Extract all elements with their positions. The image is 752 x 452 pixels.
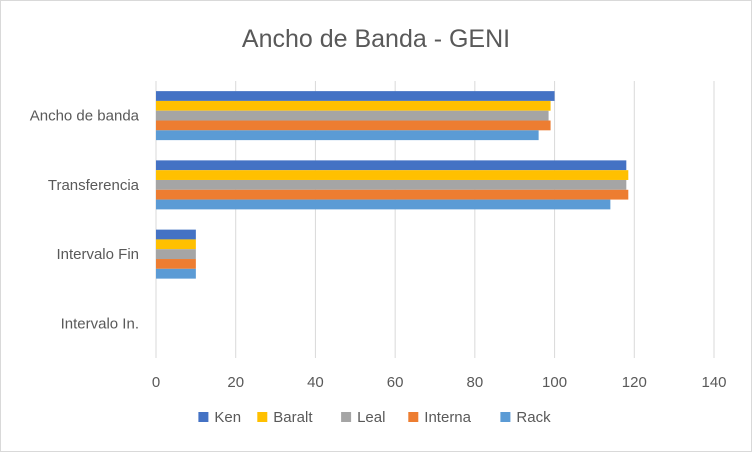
bar-baralt	[156, 170, 629, 180]
bar-ken	[156, 229, 196, 240]
bar-leal	[156, 249, 196, 260]
legend-label-leal: Leal	[357, 409, 385, 426]
legend-label-rack: Rack	[516, 409, 551, 426]
bar-rack	[156, 199, 611, 210]
x-tick-label: 120	[622, 374, 647, 391]
category-label: Intervalo Fin	[56, 246, 139, 263]
category-labels: Ancho de banda Transferencia Intervalo Fin…	[30, 108, 140, 333]
bar-leal	[156, 110, 549, 121]
legend-swatch-leal	[341, 412, 352, 422]
bar-interna	[156, 189, 629, 200]
x-tick-label: 100	[542, 374, 567, 391]
x-tick-label: 80	[467, 374, 484, 391]
bar-ken	[156, 91, 555, 101]
legend-swatch-baralt	[257, 412, 268, 422]
x-tick-label: 140	[701, 374, 726, 391]
bar-baralt	[156, 100, 551, 111]
bar-leal	[156, 179, 627, 190]
legend-swatch-rack	[500, 412, 511, 422]
x-tick-label: 40	[307, 374, 324, 391]
legend-label-ken: Ken	[214, 409, 241, 426]
legend-label-interna: Interna	[424, 409, 471, 426]
legend-swatch-ken	[198, 412, 209, 422]
category-label: Intervalo In.	[61, 315, 139, 332]
bars	[156, 91, 629, 279]
category-label: Transferencia	[48, 177, 140, 194]
bar-interna	[156, 259, 196, 269]
x-tick-label: 0	[152, 374, 160, 391]
legend-label-baralt: Baralt	[273, 409, 313, 426]
chart-title: Ancho de Banda - GENI	[242, 25, 510, 53]
legend: Ken Baralt Leal Interna Rack	[198, 409, 551, 426]
bar-ken	[156, 160, 627, 171]
category-label: Ancho de banda	[30, 108, 140, 125]
bar-rack	[156, 268, 196, 279]
x-tick-label: 60	[387, 374, 404, 391]
bar-baralt	[156, 239, 196, 250]
x-tick-labels: 0 20 40 60 80 100 120 140	[152, 374, 727, 391]
legend-swatch-interna	[408, 412, 419, 422]
x-tick-label: 20	[227, 374, 244, 391]
bar-rack	[156, 130, 539, 141]
bar-interna	[156, 120, 551, 131]
